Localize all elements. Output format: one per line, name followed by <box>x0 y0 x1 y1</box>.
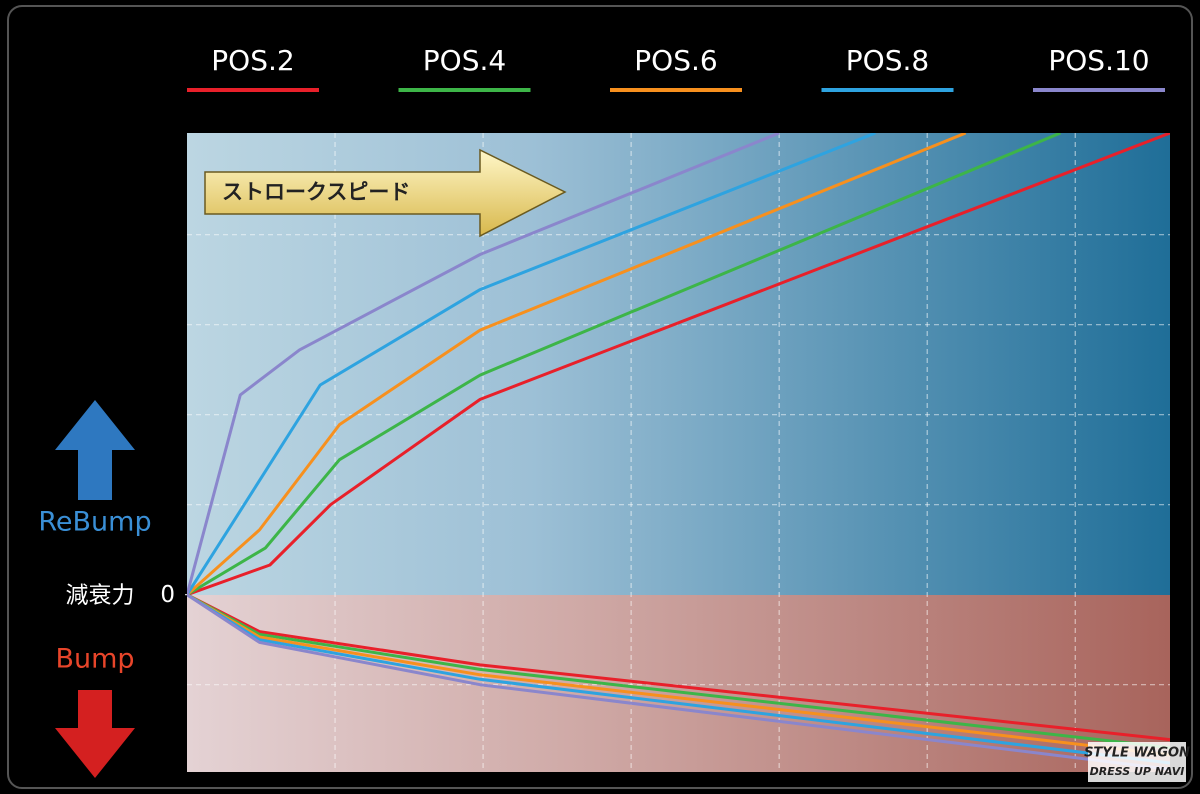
rebound-label: ReBump <box>38 507 151 538</box>
down-arrow <box>55 690 135 778</box>
legend-label: POS.2 <box>211 44 294 77</box>
series-line <box>187 133 876 596</box>
series-line <box>187 133 1061 596</box>
watermark-text: STYLE WAGON <box>1084 746 1190 761</box>
watermark: STYLE WAGON DRESS UP NAVI <box>1084 742 1190 782</box>
up-arrow <box>55 400 135 500</box>
series-line <box>187 133 1170 597</box>
y-tick-label: 0 <box>160 582 175 608</box>
bump-label: Bump <box>55 644 134 675</box>
y-axis-label: 減衰力 <box>66 583 135 609</box>
legend-label: POS.10 <box>1048 44 1149 77</box>
speed-arrow: ストロークスピード <box>204 148 567 238</box>
series-line <box>187 133 780 596</box>
watermark-text: DRESS UP NAVI <box>1090 765 1185 778</box>
legend-label: POS.4 <box>423 44 506 77</box>
series-line <box>187 133 967 596</box>
legend-label: POS.6 <box>634 44 717 77</box>
speed-label: ストロークスピード <box>222 180 410 204</box>
legend-label: POS.8 <box>846 44 929 77</box>
series-line <box>187 593 1170 771</box>
